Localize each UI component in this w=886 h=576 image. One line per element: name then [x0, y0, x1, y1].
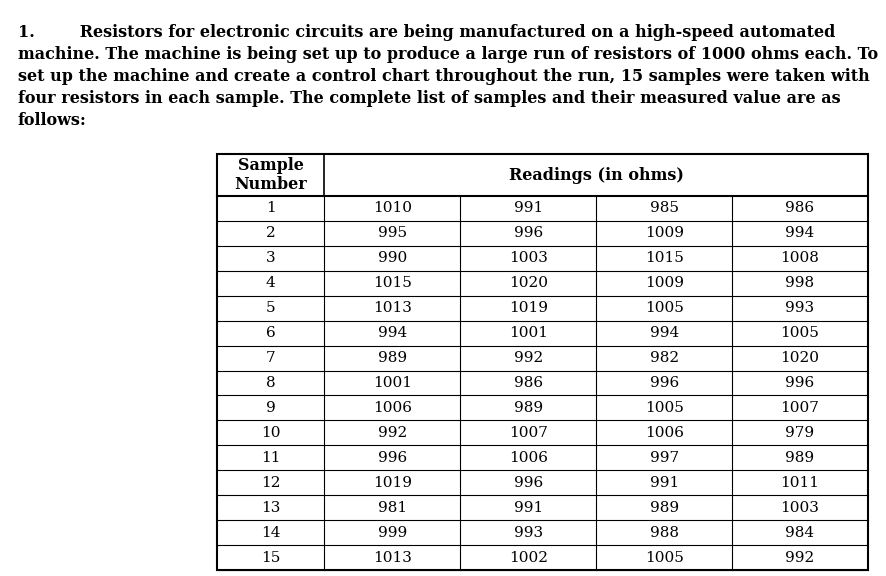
Text: 13: 13: [261, 501, 280, 515]
Text: 995: 995: [377, 226, 407, 240]
Text: 979: 979: [786, 426, 814, 440]
Text: 1020: 1020: [509, 276, 548, 290]
Text: 989: 989: [377, 351, 407, 365]
Text: 992: 992: [785, 551, 814, 564]
Text: 1010: 1010: [373, 202, 412, 215]
Text: 991: 991: [649, 476, 679, 490]
Text: 1013: 1013: [373, 301, 412, 315]
Text: 982: 982: [649, 351, 679, 365]
Bar: [217, 154, 868, 570]
Text: 14: 14: [261, 526, 281, 540]
Text: 1015: 1015: [645, 251, 684, 266]
Text: 989: 989: [786, 451, 814, 465]
Text: 998: 998: [786, 276, 814, 290]
Text: 994: 994: [785, 226, 814, 240]
Text: 999: 999: [377, 526, 407, 540]
Text: Sample
Number: Sample Number: [234, 157, 307, 194]
Text: 1019: 1019: [509, 301, 548, 315]
Text: 984: 984: [786, 526, 814, 540]
Text: 990: 990: [377, 251, 407, 266]
Text: 989: 989: [514, 401, 543, 415]
Text: 1005: 1005: [645, 401, 684, 415]
Text: 996: 996: [377, 451, 407, 465]
Text: 997: 997: [649, 451, 679, 465]
Text: 1002: 1002: [509, 551, 548, 564]
Text: 993: 993: [514, 526, 543, 540]
Text: 991: 991: [514, 501, 543, 515]
Text: machine. The machine is being set up to produce a large run of resistors of 1000: machine. The machine is being set up to …: [18, 46, 878, 63]
Text: 9: 9: [266, 401, 276, 415]
Text: 4: 4: [266, 276, 276, 290]
Text: 986: 986: [514, 376, 543, 390]
Text: 988: 988: [649, 526, 679, 540]
Text: Readings (in ohms): Readings (in ohms): [509, 166, 684, 184]
Text: 1015: 1015: [373, 276, 412, 290]
Text: 1003: 1003: [509, 251, 548, 266]
Text: set up the machine and create a control chart throughout the run, 15 samples wer: set up the machine and create a control …: [18, 68, 870, 85]
Text: 8: 8: [266, 376, 276, 390]
Text: 10: 10: [261, 426, 281, 440]
Text: 5: 5: [266, 301, 276, 315]
Text: 2: 2: [266, 226, 276, 240]
Text: 1007: 1007: [781, 401, 820, 415]
Text: 1005: 1005: [645, 301, 684, 315]
Text: 1011: 1011: [781, 476, 820, 490]
Text: 981: 981: [377, 501, 407, 515]
Text: 1007: 1007: [509, 426, 548, 440]
Text: 986: 986: [786, 202, 814, 215]
Text: 992: 992: [377, 426, 407, 440]
Text: 6: 6: [266, 326, 276, 340]
Text: 1001: 1001: [509, 326, 548, 340]
Text: 991: 991: [514, 202, 543, 215]
Text: 11: 11: [261, 451, 281, 465]
Text: 1005: 1005: [645, 551, 684, 564]
Text: 15: 15: [261, 551, 280, 564]
Text: 1006: 1006: [373, 401, 412, 415]
Text: 1: 1: [266, 202, 276, 215]
Text: 1020: 1020: [781, 351, 820, 365]
Text: 1001: 1001: [373, 376, 412, 390]
Text: 1009: 1009: [645, 226, 684, 240]
Text: 1005: 1005: [781, 326, 820, 340]
Text: 1.        Resistors for electronic circuits are being manufactured on a high-spe: 1. Resistors for electronic circuits are…: [18, 24, 835, 41]
Text: 1009: 1009: [645, 276, 684, 290]
Text: 1003: 1003: [781, 501, 820, 515]
Text: 996: 996: [785, 376, 814, 390]
Text: 996: 996: [514, 226, 543, 240]
Text: 993: 993: [786, 301, 814, 315]
Text: 3: 3: [266, 251, 276, 266]
Text: 12: 12: [261, 476, 281, 490]
Text: 996: 996: [514, 476, 543, 490]
Text: 989: 989: [649, 501, 679, 515]
Text: 985: 985: [649, 202, 679, 215]
Text: 1006: 1006: [645, 426, 684, 440]
Text: 994: 994: [377, 326, 407, 340]
Text: 992: 992: [514, 351, 543, 365]
Text: 7: 7: [266, 351, 276, 365]
Text: 1019: 1019: [373, 476, 412, 490]
Text: 1013: 1013: [373, 551, 412, 564]
Text: 994: 994: [649, 326, 679, 340]
Text: four resistors in each sample. The complete list of samples and their measured v: four resistors in each sample. The compl…: [18, 90, 841, 107]
Text: 996: 996: [649, 376, 679, 390]
Text: 1006: 1006: [509, 451, 548, 465]
Text: follows:: follows:: [18, 112, 87, 129]
Text: 1008: 1008: [781, 251, 820, 266]
